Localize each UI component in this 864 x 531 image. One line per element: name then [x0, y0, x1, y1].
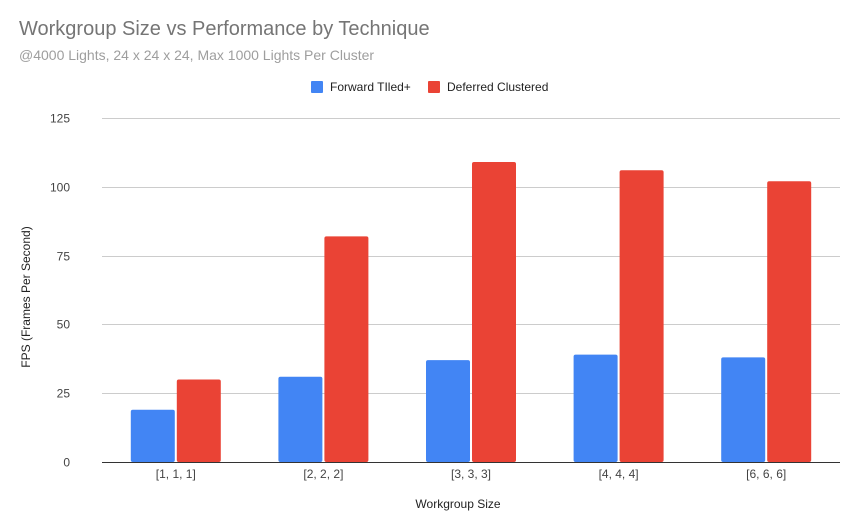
legend-swatch	[428, 81, 440, 93]
x-tick-label: [6, 6, 6]	[746, 467, 786, 481]
y-tick-label: 75	[57, 250, 71, 264]
legend-label: Forward TIled+	[330, 80, 411, 94]
bar-deferred-clustered[interactable]	[619, 170, 664, 462]
bar-forward-tiled[interactable]	[721, 357, 766, 462]
bar-deferred-clustered[interactable]	[324, 236, 369, 462]
bar-deferred-clustered[interactable]	[767, 181, 812, 462]
y-tick-label: 125	[50, 112, 70, 126]
bar-deferred-clustered[interactable]	[472, 162, 516, 463]
bar-forward-tiled[interactable]	[130, 409, 175, 462]
x-tick-label: [2, 2, 2]	[303, 467, 343, 481]
y-tick-label: 100	[50, 181, 70, 195]
y-axis-title: FPS (Frames Per Second)	[19, 226, 33, 367]
y-tick-label: 50	[57, 318, 71, 332]
x-tick-label: [3, 3, 3]	[451, 467, 491, 481]
bar-forward-tiled[interactable]	[426, 360, 470, 462]
legend-swatch	[311, 81, 323, 93]
chart-title: Workgroup Size vs Performance by Techniq…	[19, 18, 430, 40]
x-axis-title: Workgroup Size	[415, 497, 500, 511]
bar-deferred-clustered[interactable]	[176, 379, 221, 462]
x-tick-label: [4, 4, 4]	[599, 467, 639, 481]
x-tick-label: [1, 1, 1]	[156, 467, 196, 481]
bar-forward-tiled[interactable]	[573, 354, 618, 462]
y-tick-label: 25	[57, 387, 71, 401]
y-tick-label: 0	[63, 456, 70, 470]
bar-forward-tiled[interactable]	[278, 376, 323, 462]
chart-subtitle: @4000 Lights, 24 x 24 x 24, Max 1000 Lig…	[19, 47, 375, 63]
legend-label: Deferred Clustered	[447, 80, 548, 94]
